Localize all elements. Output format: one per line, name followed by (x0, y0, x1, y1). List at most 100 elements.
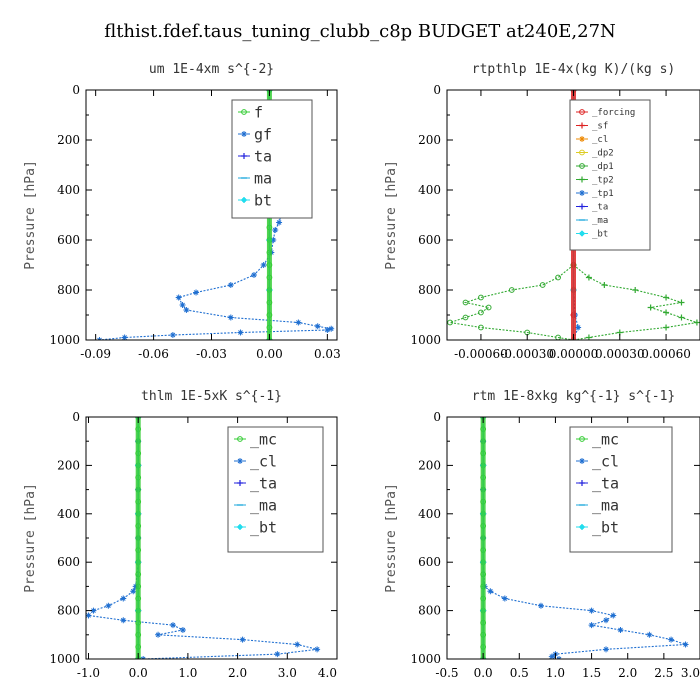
legend-marker (236, 523, 244, 531)
y-tick-label: 200 (57, 458, 80, 472)
data-point (575, 324, 582, 331)
data-point (663, 324, 670, 331)
legend-marker (579, 136, 585, 142)
data-point (663, 309, 670, 316)
y-tick-label: 400 (57, 507, 80, 521)
data-point (237, 329, 244, 336)
legend-item: gf (238, 125, 272, 143)
data-point (155, 631, 162, 638)
x-tick-label: 1.0 (178, 666, 197, 680)
x-tick-label: 3.0 (681, 666, 700, 680)
data-point (603, 617, 610, 624)
data-point (585, 274, 592, 281)
data-point (462, 299, 469, 306)
legend-label: _ta (592, 203, 608, 213)
data-point (328, 325, 335, 332)
legend-marker (579, 190, 585, 196)
y-tick-label: 0 (72, 83, 80, 97)
legend-item: f (238, 103, 263, 121)
data-point (295, 319, 302, 326)
data-point (270, 237, 277, 243)
y-tick-label: 1000 (49, 652, 80, 666)
data-point (250, 272, 257, 278)
legend-item: _cl (234, 452, 277, 470)
legend-label: _cl (592, 452, 619, 470)
chart-panel-1: um 1E-4xm s^{-2} Pressure [hPa] 0 200 400 600… (23, 62, 341, 361)
legend-item: _forcing (576, 108, 635, 118)
data-point (121, 334, 128, 340)
data-point (501, 595, 508, 602)
data-point (588, 607, 595, 614)
y-axis-label: Pressure [hPa] (23, 160, 38, 270)
legend-label: _dp2 (592, 149, 614, 159)
y-tick-label: 800 (418, 604, 441, 618)
legend-label: gf (254, 125, 272, 143)
legend-box (569, 426, 673, 553)
data-point (478, 324, 484, 331)
x-tick-label: -0.03 (196, 347, 227, 361)
data-point (678, 299, 685, 306)
data-point (272, 227, 279, 233)
legend-item: _dp1 (576, 162, 614, 172)
legend-item: _bt (576, 230, 608, 240)
legend-item: _ta (576, 203, 608, 213)
legend: _forcing _sf _cl _dp2 _dp1 _tp2 _tp1 _ta _ma _bt (569, 99, 651, 251)
x-tick-label: 0.03 (314, 347, 341, 361)
data-point (555, 274, 561, 281)
data-point (462, 314, 469, 321)
legend-item: _ta (234, 474, 277, 492)
legend-label: _ma (592, 496, 619, 514)
y-tick-label: 800 (418, 283, 441, 297)
data-point (487, 588, 494, 595)
legend-item: _tp2 (576, 176, 614, 186)
x-tick-label: -0.00030 (500, 347, 554, 361)
legend-label: _ma (592, 216, 608, 226)
legend-item: _tp1 (576, 189, 614, 199)
data-point (693, 319, 700, 326)
panel-title: thlm 1E-5xK s^{-1} (141, 389, 282, 404)
data-point (588, 622, 595, 629)
legend-box (227, 426, 324, 553)
legend-label: ma (254, 169, 272, 187)
legend-label: f (254, 103, 263, 121)
legend-label: ta (254, 147, 272, 165)
legend-label: _ma (250, 496, 277, 514)
legend: _mc _cl _ta _ma _bt (227, 426, 324, 553)
legend-item: _cl (576, 135, 608, 145)
legend-label: _ta (592, 474, 619, 492)
y-tick-label: 800 (57, 604, 80, 618)
data-point (601, 282, 608, 288)
legend-marker (579, 480, 585, 486)
data-point (485, 304, 492, 311)
legend-label: _mc (592, 430, 619, 448)
zero-profile-bar (135, 417, 141, 659)
plot-area (86, 417, 321, 659)
legend-marker (579, 109, 585, 115)
legend-marker (578, 523, 586, 531)
y-axis-label: Pressure [hPa] (384, 483, 399, 593)
legend-item: _ma (576, 216, 608, 226)
data-point (478, 294, 484, 301)
data-point (478, 309, 484, 316)
x-tick-label: 0.00000 (549, 347, 599, 361)
legend-marker (579, 122, 585, 129)
data-point (663, 294, 670, 301)
legend-item: bt (238, 191, 272, 209)
legend-item: _cl (576, 452, 619, 470)
x-tick-label: -0.09 (80, 347, 111, 361)
data-point (276, 219, 283, 226)
data-point (105, 602, 112, 609)
data-point (227, 282, 234, 288)
data-point (175, 294, 182, 301)
legend-label: _cl (250, 452, 277, 470)
legend-label: _cl (592, 135, 608, 145)
y-axis-label: Pressure [hPa] (384, 160, 399, 270)
y-tick-label: 0 (433, 410, 441, 424)
y-tick-label: 600 (418, 555, 441, 569)
legend-marker (237, 458, 243, 464)
data-point (314, 323, 321, 330)
data-point (294, 641, 301, 648)
legend-item: _sf (576, 122, 608, 132)
x-tick-label: 0.00 (256, 347, 283, 361)
